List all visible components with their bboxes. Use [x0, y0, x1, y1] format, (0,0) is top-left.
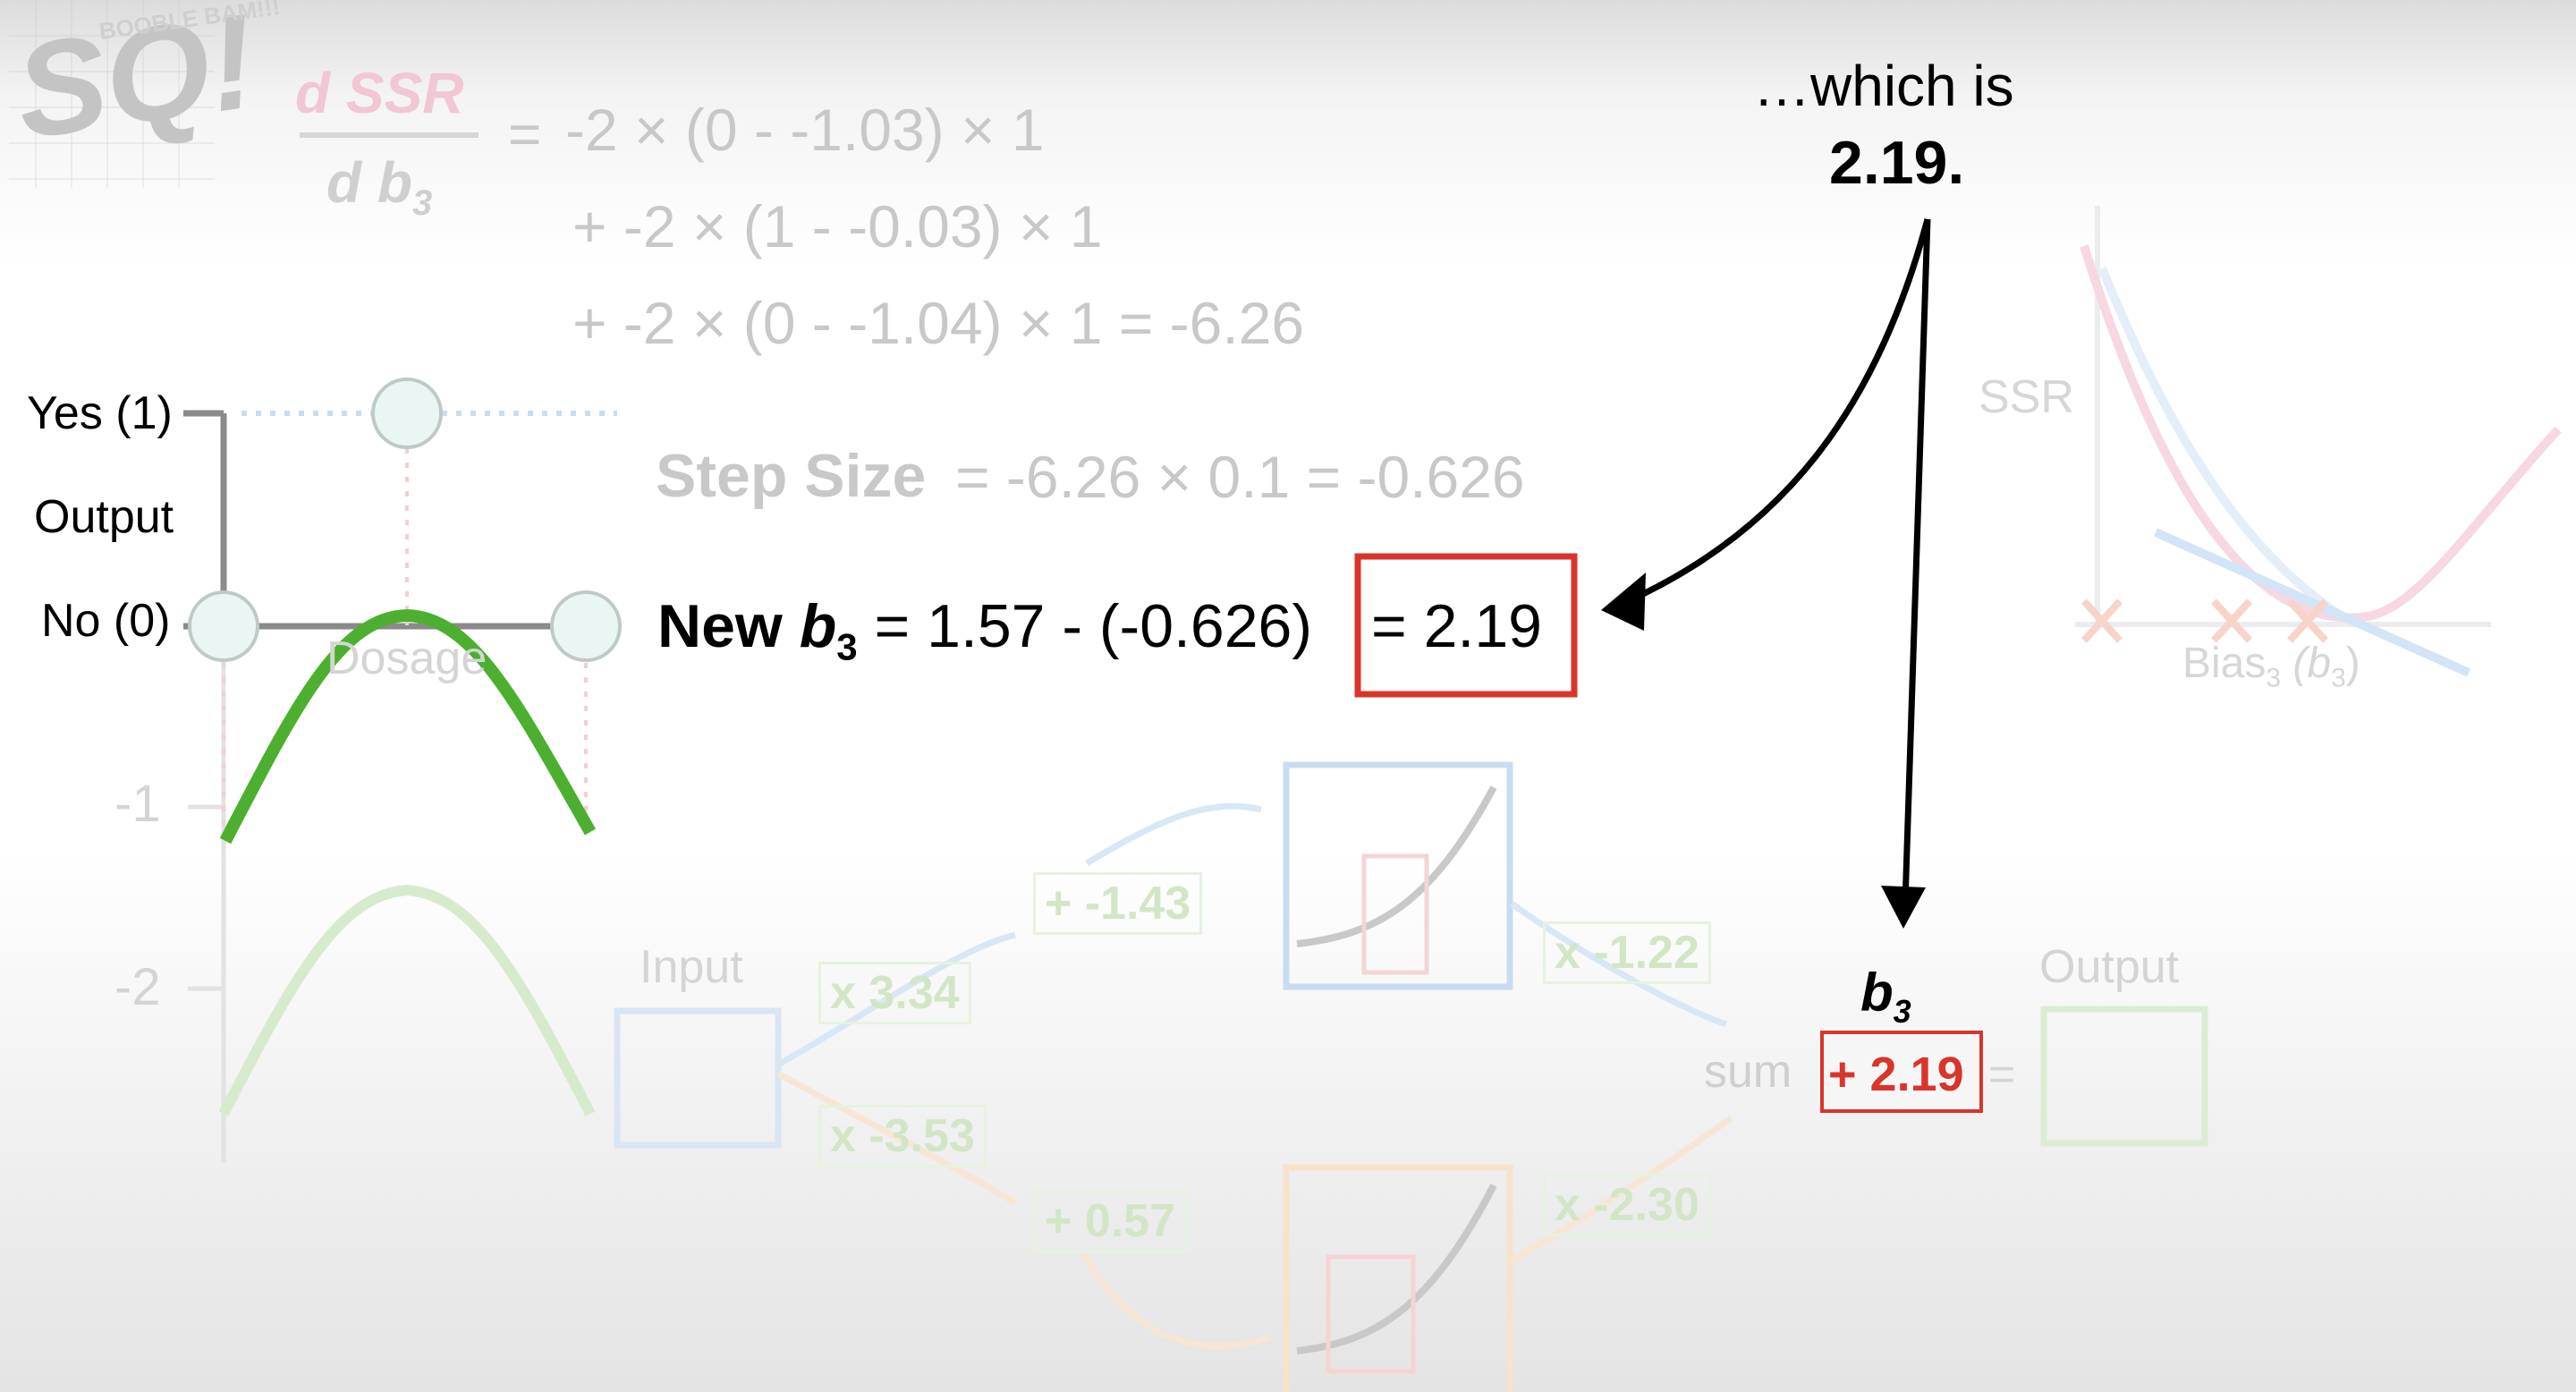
network-graphics [614, 761, 2208, 1392]
callout-arrows [1626, 218, 1931, 904]
yes-label: Yes (1) [27, 387, 173, 439]
input-box [614, 1007, 782, 1149]
callout-line-2: 2.19. [1829, 129, 1965, 197]
sum-equals: = [1988, 1048, 2016, 1100]
top-node-box [1283, 761, 1513, 990]
new-b3-sub: 3 [836, 625, 858, 668]
callout-line-1: …which is [1753, 54, 2014, 118]
bottom-node-box [1283, 1164, 1513, 1392]
new-b3-prefix: New [657, 592, 800, 660]
b3-value-box [1820, 1031, 1983, 1113]
point-left [188, 590, 259, 662]
input-label: Input [640, 941, 743, 993]
weight-tag-1: x 3.34 [818, 962, 971, 1024]
data-points [188, 378, 622, 662]
y-tick-minus-2: -2 [114, 958, 161, 1016]
new-b3-equation: New b3 = 1.57 - (-0.626) [657, 596, 1312, 666]
new-b3-result: = 2.19 [1371, 592, 1542, 660]
weight-tag-2: x -3.53 [818, 1105, 987, 1167]
left-plot-axes [183, 410, 586, 1163]
bias-tag-2: + 0.57 [1033, 1190, 1188, 1252]
sq-logo [9, 0, 215, 188]
derivative-numerator: d SSR [295, 61, 464, 125]
bias-tag-1: + -1.43 [1033, 872, 1203, 935]
derivative-eq: = [508, 102, 542, 166]
arrow-head-left [1601, 573, 1646, 631]
y-tick-minus-1: -1 [114, 775, 161, 833]
dosage-label: Dosage [326, 632, 487, 684]
step-size-label: Step Size [656, 442, 927, 510]
green-curve [219, 608, 597, 845]
derivative-denominator: d b3 [326, 150, 433, 223]
step-size-expr: = -6.26 × 0.1 = -0.626 [955, 444, 1525, 510]
no-label: No (0) [41, 595, 171, 647]
new-b3-var: b [799, 592, 837, 660]
ssr-x-label: Bias3 (b3) [2182, 640, 2360, 693]
derivative-line-1: -2 × (0 - -1.03) × 1 [565, 97, 1045, 163]
ssr-plot [2075, 206, 2562, 677]
b3-label: b3 [1860, 963, 1911, 1030]
fraction-bar [300, 132, 479, 138]
weight-tag-3: x -1.22 [1543, 921, 1711, 984]
ssr-y-label: SSR [1979, 371, 2074, 423]
new-b3-expr: = 1.57 - (-0.626) [857, 592, 1312, 660]
result-highlight-box [1354, 553, 1578, 698]
output-label: Output [2039, 941, 2180, 993]
sum-label: sum [1704, 1046, 1792, 1098]
point-right [550, 590, 622, 662]
derivative-line-3: + -2 × (0 - -1.04) × 1 = -6.26 [572, 290, 1305, 356]
arrow-head-down [1881, 886, 1926, 929]
output-box [2040, 1006, 2208, 1147]
faint-green-curve [218, 884, 596, 1116]
point-middle [371, 378, 443, 449]
derivative-line-2: + -2 × (1 - -0.03) × 1 [572, 193, 1103, 259]
weight-tag-4: x -2.30 [1543, 1174, 1711, 1236]
output-axis-label: Output [34, 491, 174, 543]
b3-value: + 2.19 [1828, 1048, 1964, 1101]
